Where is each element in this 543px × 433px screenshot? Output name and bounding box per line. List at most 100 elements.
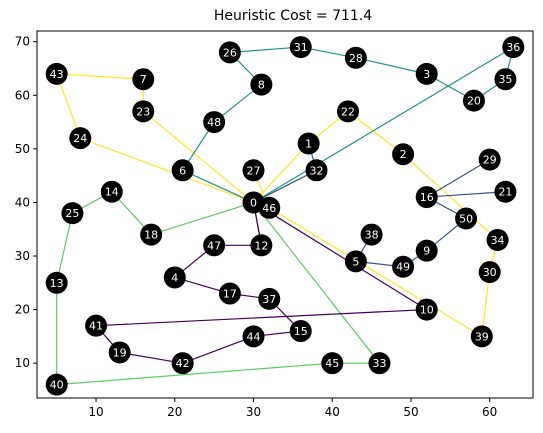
node-marker [171,352,194,375]
node-label: 28 [349,52,363,65]
y-tick-label: 60 [15,88,30,102]
node-marker [45,62,68,85]
node-7: 7 [132,68,155,91]
node-4: 4 [163,266,186,289]
node-label: 47 [207,239,221,252]
x-axis-ticks: 10 20 30 40 50 60 [88,398,497,419]
node-marker [242,159,265,182]
y-tick-label: 50 [15,142,30,156]
node-9: 9 [415,239,438,262]
node-label: 48 [207,116,221,129]
node-marker [336,100,359,123]
node-37: 37 [258,287,281,310]
node-label: 8 [258,79,265,92]
node-49: 49 [392,255,415,278]
node-label: 27 [247,164,261,177]
x-tick-label: 30 [246,405,261,419]
node-marker [258,287,281,310]
node-label: 20 [467,95,481,108]
node-label: 42 [176,357,190,370]
node-marker [218,282,241,305]
node-label: 26 [223,46,237,59]
node-35: 35 [494,68,517,91]
node-marker [140,223,163,246]
node-marker [344,46,367,69]
x-tick-label: 10 [88,405,103,419]
x-tick-label: 60 [482,405,497,419]
node-label: 24 [73,132,87,145]
node-label: 29 [483,154,497,167]
node-24: 24 [69,127,92,150]
node-marker [45,373,68,396]
node-marker [163,266,186,289]
node-marker [218,41,241,64]
node-40: 40 [45,373,68,396]
node-marker [392,143,415,166]
edge-18-0 [150,201,254,236]
edge-0-24 [80,137,254,204]
plot-frame [36,30,534,399]
node-label: 0 [250,196,257,209]
edge-23-0 [142,110,254,203]
edge-16-29 [426,159,491,198]
node-label: 35 [498,73,512,86]
node-label: 25 [65,207,79,220]
node-label: 43 [50,68,64,81]
node-39: 39 [470,325,493,348]
edge-43-7 [56,73,144,80]
node-label: 37 [262,293,276,306]
node-46: 46 [258,196,281,219]
node-33: 33 [368,352,391,375]
node-25: 25 [61,202,84,225]
edge-2-34 [402,153,498,241]
node-marker [305,159,328,182]
edge-28-3 [355,57,427,75]
edge-24-43 [56,73,81,139]
node-label: 18 [144,229,158,242]
node-marker [100,180,123,203]
node-6: 6 [171,159,194,182]
node-label: 22 [341,105,355,118]
node-marker [415,186,438,209]
node-label: 6 [179,164,186,177]
node-label: 14 [105,186,119,199]
node-label: 45 [325,357,339,370]
node-marker [85,314,108,337]
node-label: 39 [475,330,489,343]
node-1: 1 [297,132,320,155]
node-marker [415,239,438,262]
node-38: 38 [360,223,383,246]
edge-42-44 [182,335,254,364]
node-47: 47 [203,234,226,257]
node-label: 41 [89,320,103,333]
node-20: 20 [462,89,485,112]
edge-32-0 [253,169,317,203]
node-41: 41 [85,314,108,337]
y-tick-label: 20 [15,303,30,317]
node-marker [250,73,273,96]
x-tick-label: 40 [325,405,340,419]
y-tick-label: 10 [15,356,30,370]
node-label: 4 [171,271,178,284]
node-marker [321,352,344,375]
node-marker [108,341,131,364]
edge-45-40 [56,362,333,386]
node-43: 43 [45,62,68,85]
node-label: 40 [50,379,64,392]
node-marker [289,36,312,59]
node-label: 13 [50,277,64,290]
x-tick-label: 20 [167,405,182,419]
node-44: 44 [242,325,265,348]
node-label: 7 [140,73,147,86]
node-label: 36 [506,41,520,54]
node-12: 12 [250,234,273,257]
node-marker [415,62,438,85]
x-tick-label: 50 [403,405,418,419]
node-label: 31 [294,41,308,54]
node-16: 16 [415,186,438,209]
node-marker [289,320,312,343]
node-label: 9 [423,245,430,258]
node-marker [392,255,415,278]
